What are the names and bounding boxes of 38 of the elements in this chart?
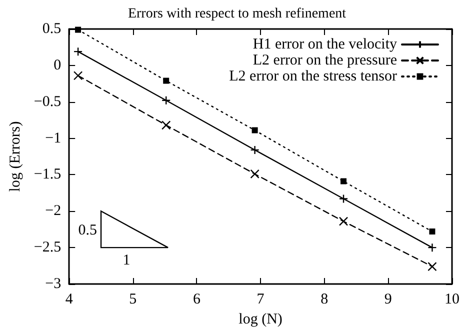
- legend-label: H1 error on the velocity: [252, 36, 398, 52]
- y-tick-label: 0.5: [42, 21, 62, 37]
- point: [162, 96, 171, 105]
- x-tick-label: 5: [129, 292, 137, 308]
- chart-title: Errors with respect to mesh refinement: [128, 6, 346, 22]
- x-tick-label: 9: [384, 292, 392, 308]
- y-tick-label: −3: [45, 276, 62, 292]
- legend-label: L2 error on the pressure: [252, 52, 398, 68]
- y-tick-label: 0: [54, 57, 62, 74]
- legend-label: L2 error on the stress tensor: [229, 68, 397, 84]
- y-tick-label: −1: [45, 130, 62, 146]
- point: [75, 26, 82, 33]
- point: [338, 216, 348, 226]
- point: [428, 242, 437, 252]
- point: [250, 145, 260, 155]
- x-axis-title: log (N): [238, 311, 282, 328]
- x-tick-label: 6: [192, 292, 201, 308]
- point: [340, 178, 347, 184]
- y-tick-label: −1.5: [34, 166, 62, 183]
- y-tick-label: −0.5: [34, 94, 62, 110]
- x-tick-label: 8: [320, 292, 328, 308]
- point: [338, 194, 348, 204]
- annotation: 0.5: [78, 222, 98, 238]
- point: [252, 127, 258, 134]
- point: [73, 71, 83, 80]
- point: [163, 78, 170, 84]
- x-tick-label: 10: [444, 292, 460, 308]
- y-axis-title: log (Errors): [8, 121, 24, 192]
- annotation: 1: [122, 252, 130, 269]
- point: [428, 262, 437, 272]
- x-tick-label: 4: [65, 292, 74, 308]
- point: [429, 228, 436, 235]
- y-tick-label: −2.5: [34, 240, 62, 256]
- point: [162, 120, 171, 130]
- point: [250, 169, 260, 179]
- y-tick-label: −2: [45, 203, 62, 220]
- point: [73, 46, 83, 56]
- x-tick-label: 7: [256, 292, 265, 308]
